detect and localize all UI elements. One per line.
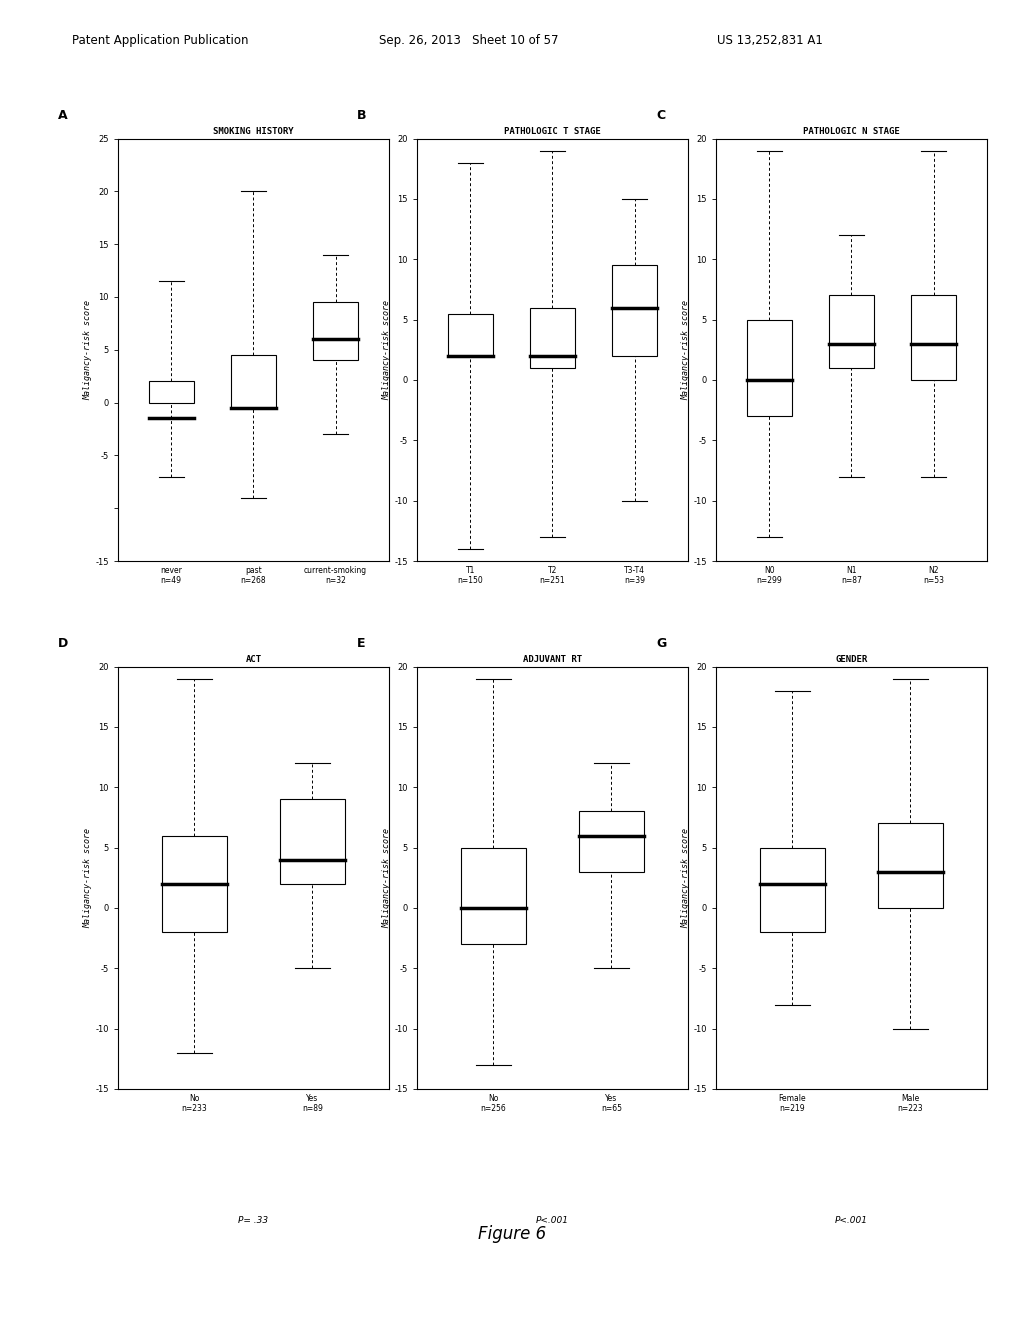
Bar: [280, 800, 345, 884]
Bar: [828, 296, 874, 368]
Text: G: G: [656, 638, 667, 649]
Bar: [529, 308, 575, 368]
Text: E: E: [357, 638, 366, 649]
Y-axis label: Maligancy-risk score: Maligancy-risk score: [83, 828, 92, 928]
Bar: [612, 265, 657, 356]
Bar: [911, 296, 956, 380]
Title: ACT: ACT: [246, 656, 261, 664]
Title: PATHOLOGIC T STAGE: PATHOLOGIC T STAGE: [504, 128, 601, 136]
Text: D: D: [58, 638, 69, 649]
Y-axis label: Maligancy-risk score: Maligancy-risk score: [681, 300, 690, 400]
Bar: [230, 355, 276, 408]
Text: P<.001: P<.001: [536, 1216, 569, 1225]
Text: r= 0.13 ; P= .01: r= 0.13 ; P= .01: [815, 688, 888, 697]
Y-axis label: Maligancy-risk score: Maligancy-risk score: [382, 300, 391, 400]
Text: B: B: [357, 110, 367, 121]
Y-axis label: Maligancy-risk score: Maligancy-risk score: [83, 300, 92, 400]
Text: Figure 6: Figure 6: [478, 1225, 546, 1243]
Bar: [447, 314, 493, 356]
Text: US 13,252,831 A1: US 13,252,831 A1: [717, 34, 822, 48]
Text: Sep. 26, 2013   Sheet 10 of 57: Sep. 26, 2013 Sheet 10 of 57: [379, 34, 558, 48]
Bar: [148, 381, 194, 403]
Text: r=0.27; P<.001: r=0.27; P<.001: [218, 688, 289, 697]
Bar: [162, 836, 227, 932]
Text: C: C: [656, 110, 666, 121]
Bar: [760, 847, 825, 932]
Text: A: A: [58, 110, 68, 121]
Bar: [579, 812, 644, 871]
Bar: [746, 319, 792, 416]
Y-axis label: Maligancy-risk score: Maligancy-risk score: [382, 828, 391, 928]
Bar: [461, 847, 526, 944]
Text: P= .33: P= .33: [239, 1216, 268, 1225]
Title: ADJUVANT RT: ADJUVANT RT: [523, 656, 582, 664]
Title: GENDER: GENDER: [836, 656, 867, 664]
Title: PATHOLOGIC N STAGE: PATHOLOGIC N STAGE: [803, 128, 900, 136]
Bar: [313, 302, 358, 360]
Y-axis label: Maligancy-risk score: Maligancy-risk score: [681, 828, 690, 928]
Text: Patent Application Publication: Patent Application Publication: [72, 34, 248, 48]
Text: P<.001: P<.001: [835, 1216, 868, 1225]
Title: SMOKING HISTORY: SMOKING HISTORY: [213, 128, 294, 136]
Text: r=0.28; P<.001: r=0.28; P<.001: [517, 688, 588, 697]
Bar: [878, 824, 943, 908]
